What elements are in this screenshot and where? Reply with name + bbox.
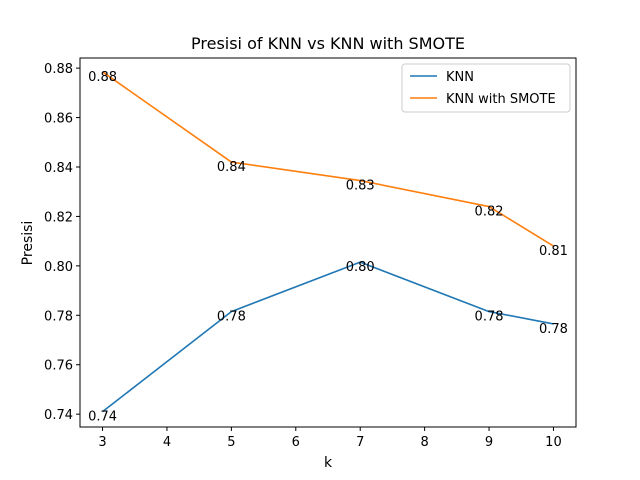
data-label: 0.78 [217, 310, 246, 325]
legend: KNN KNN with SMOTE [401, 63, 571, 113]
legend-label: KNN [446, 70, 474, 85]
data-label: 0.81 [539, 244, 568, 259]
data-label: 0.84 [217, 160, 246, 175]
y-tick-label: 0.80 [44, 260, 73, 275]
data-label: 0.83 [346, 179, 375, 194]
data-label: 0.82 [475, 205, 504, 220]
data-label: 0.74 [88, 410, 117, 425]
data-label: 0.78 [539, 322, 568, 337]
series-line-knn-smote [102, 71, 554, 247]
x-tick-label: 7 [356, 435, 364, 450]
y-tick-label: 0.84 [44, 161, 73, 176]
legend-frame [401, 63, 571, 113]
y-tick-label: 0.78 [44, 309, 73, 324]
data-label: 0.78 [475, 310, 504, 325]
y-tick-label: 0.86 [44, 112, 73, 127]
chart-title: Presisi of KNN vs KNN with SMOTE [191, 34, 465, 53]
x-tick-label: 5 [227, 435, 235, 450]
y-tick-label: 0.74 [44, 408, 73, 423]
axes-frame [79, 57, 577, 428]
y-axis-label: Presisi [20, 221, 36, 266]
x-tick-label: 8 [420, 435, 428, 450]
y-tick-label: 0.76 [44, 359, 73, 374]
x-tick-label: 10 [545, 435, 562, 450]
x-axis-label: k [324, 455, 333, 471]
series-line-knn [102, 261, 554, 413]
plot-area: 3 4 5 6 7 8 9 10 0.74 0.76 0.78 0.80 0.82 0.84 0.86 0.8… [44, 57, 577, 450]
x-tick-label: 9 [485, 435, 493, 450]
x-tick-label: 4 [163, 435, 171, 450]
y-tick-label: 0.82 [44, 210, 73, 225]
y-tick-label: 0.88 [44, 62, 73, 77]
data-label: 0.80 [346, 260, 375, 275]
x-tick-label: 3 [98, 435, 106, 450]
x-tick-label: 6 [292, 435, 300, 450]
legend-label: KNN with SMOTE [446, 92, 556, 107]
data-label: 0.88 [88, 70, 117, 85]
